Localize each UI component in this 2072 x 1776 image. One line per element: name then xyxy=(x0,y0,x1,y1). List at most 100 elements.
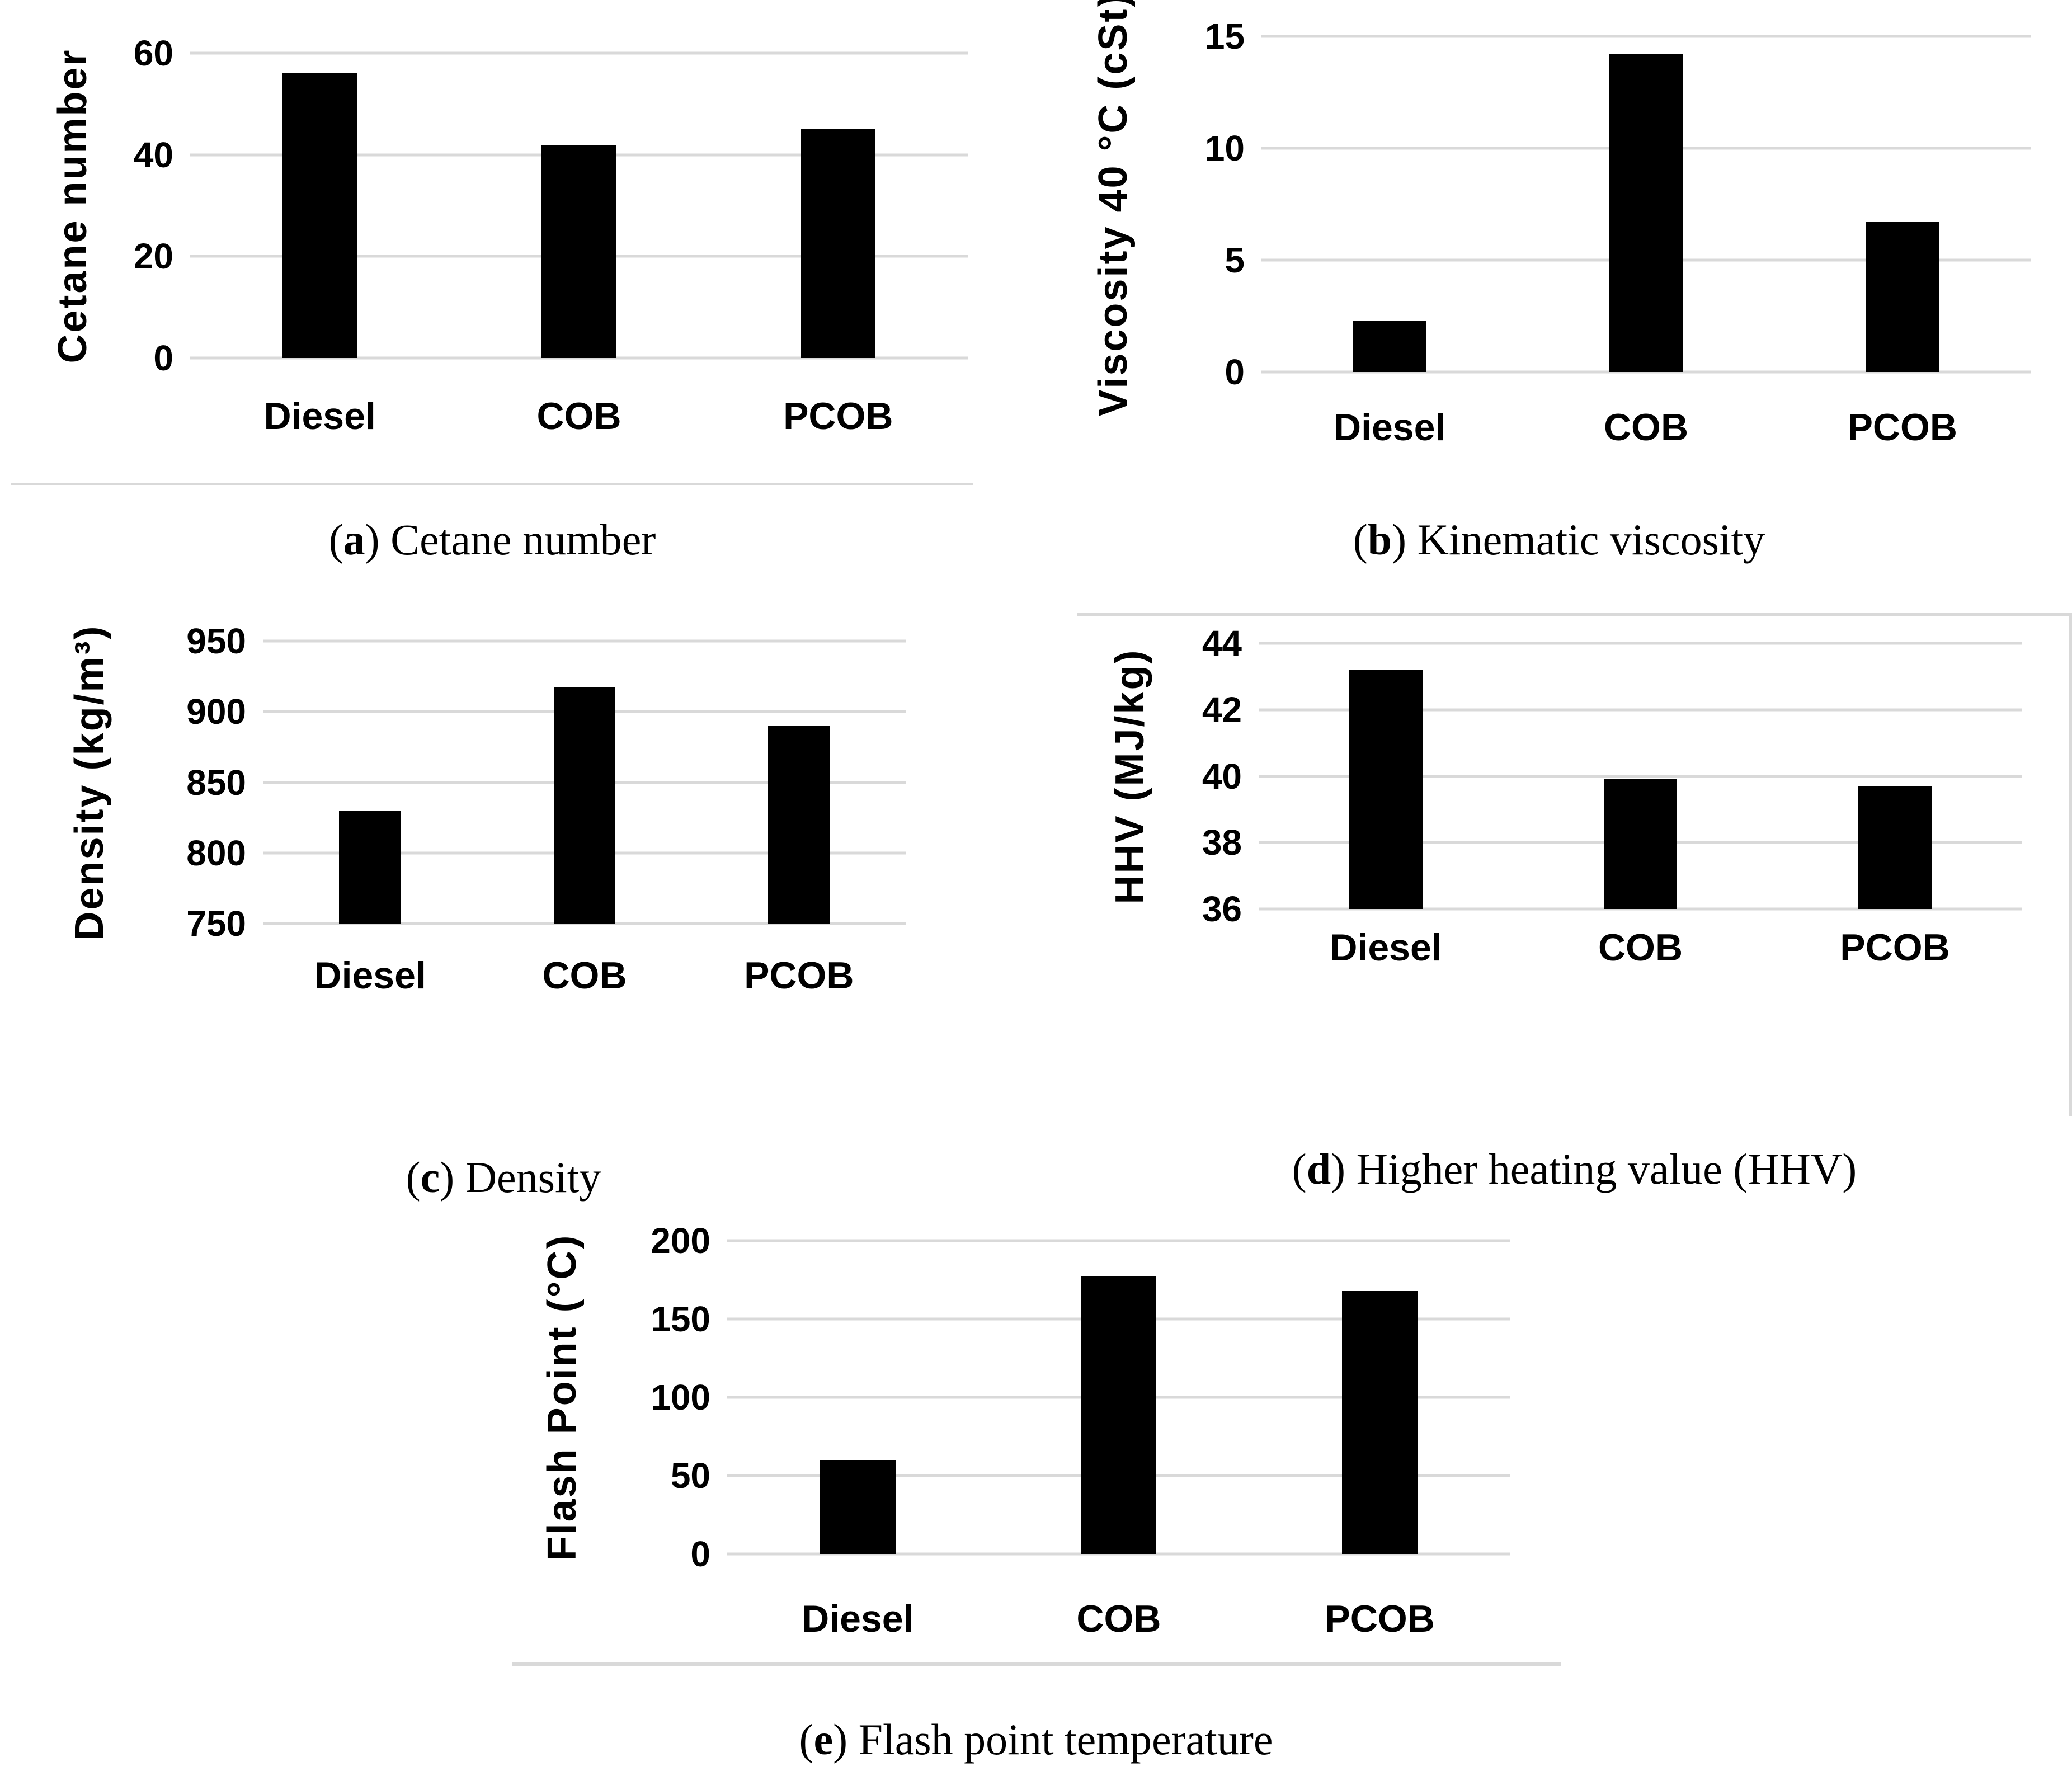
y-tick-label-950: 950 xyxy=(186,621,246,661)
divider-line xyxy=(11,483,973,485)
y-tick-label-42: 42 xyxy=(1202,689,1242,730)
y-tick-label-0: 0 xyxy=(690,1534,710,1574)
caption-paren: ) xyxy=(440,1153,465,1202)
bar-cob xyxy=(541,144,616,358)
bar-diesel xyxy=(1353,321,1427,372)
bar-cob xyxy=(553,687,616,924)
divider-line xyxy=(512,1662,1561,1666)
gridline-40 xyxy=(1259,775,2022,778)
y-tick-label-850: 850 xyxy=(186,762,246,803)
x-category-label-pcob: PCOB xyxy=(1847,406,1958,449)
y-tick-label-15: 15 xyxy=(1204,16,1245,56)
chart-kinematic-viscosity: Viscosity 40 °C (cSt) 0 5 10 15 Diesel COB PC… xyxy=(1046,0,2072,579)
caption-text: Kinematic viscosity xyxy=(1417,515,1765,564)
y-tick-label-38: 38 xyxy=(1202,822,1242,863)
caption-letter: e xyxy=(813,1715,833,1764)
caption-letter: b xyxy=(1367,515,1392,564)
x-category-label-cob: COB xyxy=(1076,1598,1161,1640)
bar-pcob xyxy=(1342,1290,1418,1554)
x-category-label-cob: COB xyxy=(1598,926,1683,969)
gridline-0 xyxy=(1261,370,2031,374)
y-tick-label-5: 5 xyxy=(1225,240,1245,280)
x-category-label-pcob: PCOB xyxy=(783,395,893,437)
x-category-label-cob: COB xyxy=(536,395,621,437)
x-category-label-diesel: Diesel xyxy=(802,1598,914,1640)
x-axis-labels: Diesel COB PCOB xyxy=(1259,926,2022,982)
x-category-label-diesel: Diesel xyxy=(1330,926,1442,969)
bar-cob xyxy=(1603,779,1677,909)
caption-paren: ( xyxy=(328,515,343,564)
x-category-label-cob: COB xyxy=(542,954,627,997)
y-tick-label-0: 0 xyxy=(1225,352,1245,392)
bar-pcob xyxy=(800,129,876,358)
gridline-200 xyxy=(727,1239,1510,1242)
bar-pcob xyxy=(768,726,830,924)
caption-letter: d xyxy=(1306,1144,1331,1193)
x-category-label-diesel: Diesel xyxy=(314,954,426,997)
y-tick-label-10: 10 xyxy=(1204,128,1245,168)
caption-paren: ) xyxy=(1392,515,1418,564)
y-axis-ticks: 0 50 100 150 200 xyxy=(503,1221,710,1574)
bar-diesel xyxy=(820,1460,896,1554)
chart-density: Density (kg/m³) 750 800 850 900 950 Diesel CO… xyxy=(34,621,973,1219)
bar-diesel xyxy=(339,811,401,924)
caption-paren: ( xyxy=(406,1153,421,1202)
x-axis-labels: Diesel COB PCOB xyxy=(727,1597,1510,1653)
x-axis-labels: Diesel COB PCOB xyxy=(263,954,906,1010)
chart-caption: (b) Kinematic viscosity xyxy=(1046,515,2072,565)
plot-area xyxy=(1259,642,2022,911)
caption-text: Density xyxy=(465,1153,601,1202)
gridline-60 xyxy=(190,51,968,55)
bar-diesel xyxy=(1349,670,1423,909)
y-axis-ticks: 0 5 10 15 xyxy=(1046,16,1245,392)
bar-cob xyxy=(1081,1276,1157,1554)
gridline-0 xyxy=(190,356,968,360)
y-tick-label-40: 40 xyxy=(133,134,173,175)
chart-flash-point: Flash Point (°C) 0 50 100 150 200 Diesel COB P… xyxy=(503,1214,1569,1773)
y-tick-label-750: 750 xyxy=(186,903,246,944)
x-axis-labels: Diesel COB PCOB xyxy=(190,394,968,450)
chart-caption: (e) Flash point temperature xyxy=(503,1714,1569,1765)
y-tick-label-100: 100 xyxy=(651,1377,710,1417)
chart-frame-top-border xyxy=(1077,613,2072,616)
y-tick-label-44: 44 xyxy=(1202,623,1242,663)
chart-higher-heating-value: HHV (MJ/kg) 36 38 40 42 44 Diesel COB PCOB (d)… xyxy=(1077,613,2072,1211)
gridline-950 xyxy=(263,639,906,643)
chart-caption: (d) Higher heating value (HHV) xyxy=(1077,1144,2072,1194)
y-tick-label-40: 40 xyxy=(1202,756,1242,797)
x-category-label-pcob: PCOB xyxy=(1325,1598,1435,1640)
gridline-42 xyxy=(1259,708,2022,712)
caption-text: Higher heating value (HHV) xyxy=(1356,1144,1857,1193)
x-category-label-diesel: Diesel xyxy=(263,395,376,437)
caption-paren: ( xyxy=(1353,515,1368,564)
plot-area xyxy=(263,639,906,925)
caption-paren: ) xyxy=(1331,1144,1357,1193)
plot-area xyxy=(727,1239,1510,1556)
chart-caption: (c) Density xyxy=(34,1152,973,1203)
bar-pcob xyxy=(1865,222,1939,372)
caption-letter: c xyxy=(420,1153,440,1202)
bar-diesel xyxy=(282,73,357,358)
caption-paren: ( xyxy=(799,1715,814,1764)
chart-caption: (a) Cetane number xyxy=(11,515,973,565)
x-axis-labels: Diesel COB PCOB xyxy=(1261,406,2031,461)
gridline-36 xyxy=(1259,907,2022,911)
caption-paren: ) xyxy=(365,515,391,564)
x-category-label-cob: COB xyxy=(1603,406,1689,449)
y-tick-label-36: 36 xyxy=(1202,889,1242,929)
bar-cob xyxy=(1609,54,1683,372)
caption-text: Flash point temperature xyxy=(858,1715,1273,1764)
caption-paren: ) xyxy=(833,1715,859,1764)
x-category-label-pcob: PCOB xyxy=(1840,926,1950,969)
y-tick-label-20: 20 xyxy=(133,236,173,277)
y-tick-label-150: 150 xyxy=(651,1299,710,1339)
caption-letter: a xyxy=(343,515,365,564)
chart-frame-right-border xyxy=(2069,613,2072,1116)
y-axis-ticks: 36 38 40 42 44 xyxy=(1077,623,1242,929)
plot-area xyxy=(190,51,968,360)
bar-pcob xyxy=(1858,786,1932,909)
plot-area xyxy=(1261,35,2031,374)
x-category-label-diesel: Diesel xyxy=(1333,406,1446,449)
gridline-44 xyxy=(1259,642,2022,645)
gridline-0 xyxy=(727,1552,1510,1556)
